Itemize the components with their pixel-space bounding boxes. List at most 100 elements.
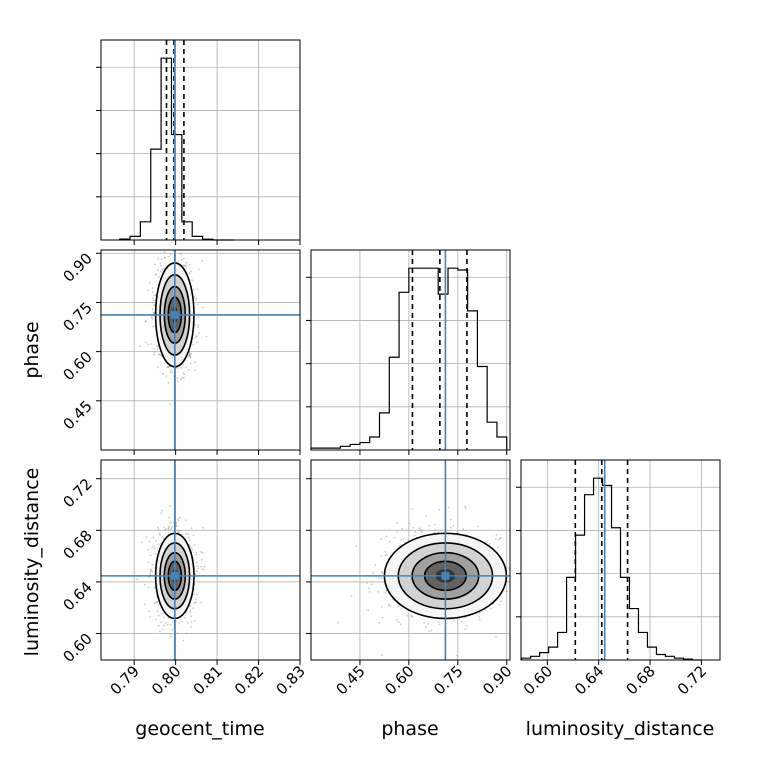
- geocent_time-vs-phase-point-428: [188, 352, 191, 355]
- geocent_time-vs-luminosity_distance-point-23: [179, 516, 181, 519]
- geocent_time-vs-phase-frame: [100, 249, 301, 451]
- geocent_time-vs-phase-point-380: [171, 371, 174, 374]
- geocent_time-vs-phase-point-177: [182, 257, 185, 260]
- phase-vs-luminosity_distance-point-640: [479, 612, 481, 614]
- geocent_time-vs-phase-point-706: [197, 316, 200, 319]
- geocent_time-vs-phase-point-159: [152, 291, 154, 293]
- geocent_time-vs-phase-point-175: [139, 345, 141, 348]
- diag-phase-bar-19: [497, 437, 507, 450]
- geocent_time-vs-phase-point-106: [154, 273, 157, 276]
- phase-vs-luminosity_distance-point-501: [410, 614, 413, 616]
- phase-vs-luminosity_distance-point-882: [414, 531, 416, 533]
- geocent_time-vs-luminosity_distance-point-70: [195, 551, 198, 554]
- phase-vs-luminosity_distance-point-508: [478, 618, 481, 621]
- geocent_time-vs-luminosity_distance-point-537: [192, 534, 195, 537]
- geocent_time-vs-phase-point-261: [182, 377, 185, 379]
- geocent_time-vs-luminosity_distance-point-656: [150, 568, 152, 571]
- diag-luminosity_distance-frame: [520, 459, 721, 661]
- geocent_time-vs-luminosity_distance-point-646: [200, 565, 202, 568]
- geocent_time-vs-phase-truth-marker: [170, 310, 179, 319]
- geocent_time-vs-phase-point-308: [176, 377, 179, 380]
- geocent_time-vs-luminosity_distance-point-19: [151, 546, 154, 549]
- phase-vs-luminosity_distance-point-95: [411, 616, 413, 618]
- phase-vs-luminosity_distance-point-84: [425, 514, 427, 517]
- geocent_time-vs-luminosity_distance-point-456: [151, 570, 154, 573]
- geocent_time-vs-phase-point-167: [188, 354, 191, 357]
- phase-vs-luminosity_distance-point-416: [380, 555, 383, 557]
- geocent_time-vs-luminosity_distance-point-180: [179, 529, 181, 532]
- geocent_time-vs-phase-point-186: [191, 279, 194, 282]
- phase-vs-luminosity_distance-point-743: [498, 603, 501, 606]
- diag-geocent_time-histogram-step: [119, 57, 234, 241]
- geocent_time-vs-luminosity_distance-point-48: [167, 528, 170, 530]
- geocent_time-vs-luminosity_distance-point-473: [159, 630, 161, 633]
- phase-vs-luminosity_distance-frame: [310, 459, 511, 661]
- geocent_time-vs-luminosity_distance-point-547: [195, 601, 197, 604]
- diag-phase-bar-10: [409, 268, 419, 450]
- diag-luminosity_distance-bar-10: [612, 528, 621, 660]
- geocent_time-vs-phase-point-468: [185, 366, 187, 368]
- geocent_time-vs-luminosity_distance-point-519: [143, 603, 146, 606]
- geocent_time-vs-luminosity_distance-point-674: [148, 610, 150, 613]
- geocent_time-vs-luminosity_distance-point-886: [202, 526, 205, 529]
- geocent_time-vs-phase-point-761: [189, 362, 192, 365]
- geocent_time-vs-luminosity_distance-point-488: [164, 528, 167, 531]
- geocent_time-vs-phase-point-415: [169, 371, 172, 374]
- phase-vs-luminosity_distance-point-179: [410, 508, 413, 510]
- diag-phase-bar-12: [428, 268, 438, 450]
- geocent_time-vs-luminosity_distance-point-417: [170, 527, 173, 530]
- geocent_time-vs-luminosity_distance-point-226: [156, 600, 159, 603]
- phase-vs-luminosity_distance-point-324: [449, 518, 452, 521]
- geocent_time-vs-luminosity_distance-point-580: [190, 527, 193, 530]
- geocent_time-vs-phase-point-115: [158, 276, 161, 278]
- phase-vs-luminosity_distance-point-631: [400, 608, 403, 610]
- geocent_time-vs-phase-point-289: [164, 256, 167, 259]
- phase-vs-luminosity_distance-point-619: [384, 592, 387, 594]
- phase-vs-luminosity_distance-point-173: [355, 545, 358, 548]
- phase-vs-luminosity_distance-point-549: [380, 571, 383, 573]
- geocent_time-vs-phase-point-40: [188, 353, 191, 356]
- geocent_time-vs-luminosity_distance-point-375: [147, 561, 150, 564]
- diag-luminosity_distance-bar-16: [665, 656, 674, 660]
- phase-vs-luminosity_distance-point-858: [437, 621, 440, 623]
- geocent_time-vs-phase-point-436: [177, 380, 179, 383]
- phase-vs-luminosity_distance-point-332: [386, 554, 389, 556]
- geocent_time-vs-luminosity_distance-point-360: [162, 628, 165, 631]
- geocent_time-vs-luminosity_distance-point-469: [163, 616, 165, 619]
- geocent_time-vs-luminosity_distance-point-620: [201, 551, 204, 554]
- phase-vs-luminosity_distance-point-45: [412, 526, 415, 529]
- phase-vs-luminosity_distance-point-214: [495, 635, 497, 638]
- phase-vs-luminosity_distance-point-480: [456, 654, 458, 657]
- phase-vs-luminosity_distance-point-21: [389, 540, 391, 543]
- diag-geocent_time-group: [96, 39, 301, 245]
- geocent_time-vs-luminosity_distance-point-645: [154, 552, 157, 555]
- geocent_time-vs-phase-point-720: [159, 262, 162, 265]
- geocent_time-vs-luminosity_distance-point-265: [175, 525, 178, 528]
- geocent_time-vs-luminosity_distance-point-102: [169, 505, 172, 507]
- diag-luminosity_distance-bar-9: [603, 486, 612, 660]
- geocent_time-vs-luminosity_distance-point-78: [200, 601, 203, 604]
- geocent_time-vs-phase-point-194: [182, 376, 184, 379]
- geocent_time-vs-luminosity_distance-point-43: [154, 601, 157, 604]
- phase-vs-luminosity_distance-point-72: [428, 630, 431, 632]
- geocent_time-vs-luminosity_distance-point-824: [187, 536, 190, 539]
- geocent_time-vs-phase-point-482: [151, 308, 154, 311]
- geocent_time-vs-luminosity_distance-point-878: [195, 570, 198, 572]
- geocent_time-vs-luminosity_distance-point-657: [193, 619, 196, 622]
- geocent_time-vs-luminosity_distance-point-467: [193, 593, 195, 595]
- geocent_time-vs-luminosity_distance-point-24: [190, 546, 193, 549]
- geocent_time-vs-phase-point-875: [167, 365, 169, 368]
- geocent_time-vs-phase-point-48: [181, 259, 183, 261]
- phase-vs-luminosity_distance-point-746: [464, 507, 467, 510]
- geocent_time-vs-phase-point-853: [182, 372, 185, 374]
- phase-vs-luminosity_distance-point-150: [484, 609, 487, 612]
- geocent_time-vs-phase-point-55: [189, 354, 191, 357]
- geocent_time-vs-luminosity_distance-point-263: [201, 568, 204, 570]
- phase-vs-luminosity_distance-point-323: [395, 619, 398, 621]
- geocent_time-vs-luminosity_distance-point-590: [195, 598, 197, 601]
- phase-vs-luminosity_distance-point-603: [452, 619, 455, 622]
- geocent_time-vs-luminosity_distance-point-196: [152, 536, 155, 539]
- geocent_time-vs-luminosity_distance-point-787: [147, 586, 150, 589]
- geocent_time-vs-luminosity_distance-point-899: [158, 604, 161, 606]
- geocent_time-vs-phase-point-98: [162, 373, 164, 375]
